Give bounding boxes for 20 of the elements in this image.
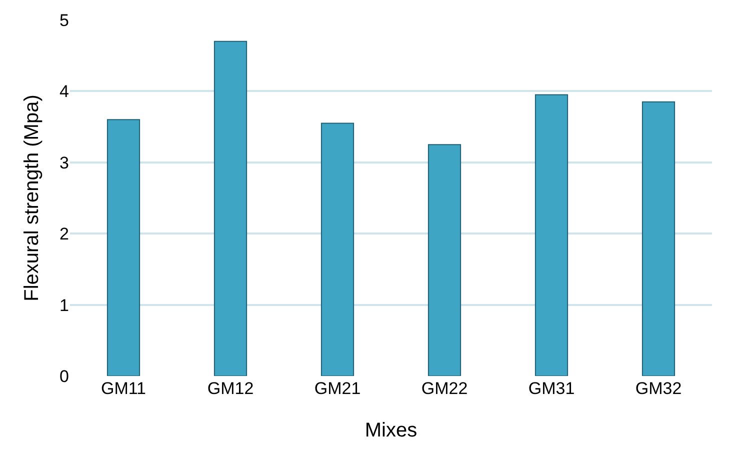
y-tick-label: 2 [60,224,69,244]
y-tick-label: 5 [60,10,69,30]
x-tick-label: GM22 [421,379,468,398]
x-axis-title: Mixes [364,420,418,442]
x-tick-label: GM12 [207,379,254,398]
bar [214,40,248,376]
bar [642,101,676,376]
x-tick-label: GM11 [100,379,146,398]
y-tick-label: 4 [60,82,69,102]
bar [320,122,354,376]
y-axis-title: Flexural strength (Mpa) [21,94,44,302]
y-tick-label: 1 [60,296,69,315]
bar [534,94,568,376]
bar [106,119,140,376]
x-tick-label: GM31 [528,379,575,398]
x-tick-label: GM32 [635,379,682,398]
y-tick-label: 0 [60,366,69,386]
y-tick-label: 3 [60,153,69,172]
bar [428,144,462,376]
x-tick-label: GM21 [314,379,361,398]
